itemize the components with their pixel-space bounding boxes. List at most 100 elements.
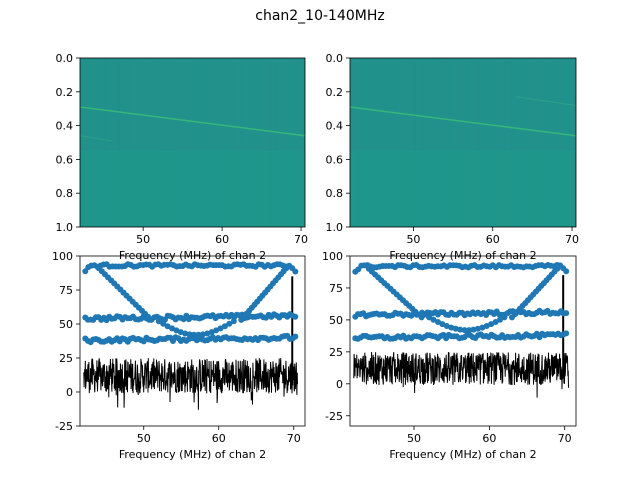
heatmap-column <box>298 58 300 227</box>
x-tick-label: 70 <box>565 233 579 246</box>
heatmap-column <box>178 58 180 227</box>
heatmap-column <box>132 58 134 227</box>
heatmap-column <box>258 58 260 227</box>
heatmap-column <box>231 58 233 227</box>
scatter-point <box>563 330 570 337</box>
y-tick-label: 0.2 <box>326 86 344 99</box>
scatter-point <box>226 320 233 327</box>
x-axis-label: Frequency (MHz) of chan 2 <box>389 448 536 461</box>
heatmap-column <box>200 58 202 227</box>
x-tick-label: 50 <box>136 233 150 246</box>
scatter-point <box>292 268 299 275</box>
heatmap-column <box>169 58 171 227</box>
heatmap-column <box>176 58 178 227</box>
heatmap-column <box>137 58 139 227</box>
y-tick-label: 0.0 <box>326 52 344 65</box>
heatmap-column <box>162 58 164 227</box>
heatmap-column <box>531 58 533 227</box>
scatter-point <box>563 268 570 275</box>
heatmap-column <box>249 58 251 227</box>
x-tick-label: 60 <box>482 432 496 445</box>
heatmap-column <box>174 58 176 227</box>
heatmap-column <box>104 58 106 227</box>
scatter-point <box>426 314 433 321</box>
panel-top-right <box>346 57 577 231</box>
heatmap-column <box>193 58 195 227</box>
scatter-point <box>461 327 468 334</box>
heatmap-column <box>304 58 305 227</box>
heatmap-column <box>164 58 166 227</box>
heatmap-column <box>406 58 408 227</box>
heatmap-column <box>369 58 371 227</box>
heatmap-column <box>574 58 576 227</box>
heatmap-column <box>413 58 415 227</box>
heatmap-column <box>85 58 87 227</box>
scatter-point <box>238 316 245 323</box>
heatmap-column <box>458 58 460 227</box>
heatmap-column <box>130 58 132 227</box>
heatmap-column <box>118 58 120 227</box>
heatmap-column <box>471 58 473 227</box>
scatter-point <box>488 321 495 328</box>
x-tick-label: 50 <box>137 432 151 445</box>
plot-area <box>352 262 570 398</box>
panel-top-left <box>76 57 306 231</box>
scatter-point <box>186 331 193 338</box>
y-tick-label: 0.8 <box>56 187 74 200</box>
scatter-point <box>457 326 464 333</box>
y-tick-label: 0.6 <box>326 153 344 166</box>
heatmap-column <box>278 58 280 227</box>
heatmap-column <box>176 58 178 227</box>
heatmap-column <box>451 58 453 227</box>
y-tick-label: 0.6 <box>56 153 74 166</box>
heatmap-column <box>351 58 353 227</box>
heatmap-column <box>264 58 266 227</box>
x-axis-label: Frequency (MHz) of chan 2 <box>389 249 536 262</box>
heatmap-column <box>123 58 125 227</box>
heatmap-column <box>414 58 416 227</box>
y-tick-label: 0 <box>336 378 343 391</box>
scatter-point <box>563 310 570 317</box>
heatmap-column <box>212 58 214 227</box>
scatter-point <box>195 331 202 338</box>
y-tick-label: 75 <box>59 284 73 297</box>
heatmap-column <box>487 58 489 227</box>
scatter-point <box>148 316 155 323</box>
heatmap-column <box>531 58 533 227</box>
scatter-point <box>230 318 237 325</box>
heatmap-column <box>461 58 463 227</box>
heatmap-column <box>541 58 543 227</box>
scatter-point <box>466 327 472 334</box>
scatter-point <box>191 331 197 338</box>
heatmap-column <box>166 58 168 227</box>
heatmap-column <box>292 58 294 227</box>
y-tick-label: 100 <box>52 250 73 263</box>
x-axis-label: Frequency (MHz) of chan 2 <box>119 249 266 262</box>
heatmap-column <box>565 58 567 227</box>
heatmap-column <box>174 58 176 227</box>
heatmap-column <box>531 58 533 227</box>
heatmap-column <box>536 58 538 227</box>
heatmap-column <box>244 58 246 227</box>
y-tick-label: 0.2 <box>56 86 74 99</box>
heatmap-column <box>440 58 442 227</box>
panel-bottom-right <box>346 255 577 430</box>
y-tick-label: 1.0 <box>326 221 344 234</box>
heatmap-column <box>118 58 120 227</box>
y-tick-label: -25 <box>325 410 343 423</box>
axes-frame <box>79 57 306 228</box>
x-tick-label: 50 <box>406 233 420 246</box>
heatmap-column <box>554 58 556 227</box>
heatmap-column <box>444 58 446 227</box>
y-tick-label: 0.0 <box>56 52 74 65</box>
heatmap-column <box>413 58 415 227</box>
scatter-point <box>430 316 437 323</box>
heatmap-column <box>415 58 417 227</box>
heatmap-faint-line <box>516 96 576 106</box>
scatter-point <box>492 319 499 325</box>
heatmap-column <box>270 58 272 227</box>
heatmap-column <box>237 58 239 227</box>
heatmap-column <box>185 58 187 227</box>
heatmap-column <box>148 58 150 227</box>
heatmap-column <box>227 58 229 227</box>
